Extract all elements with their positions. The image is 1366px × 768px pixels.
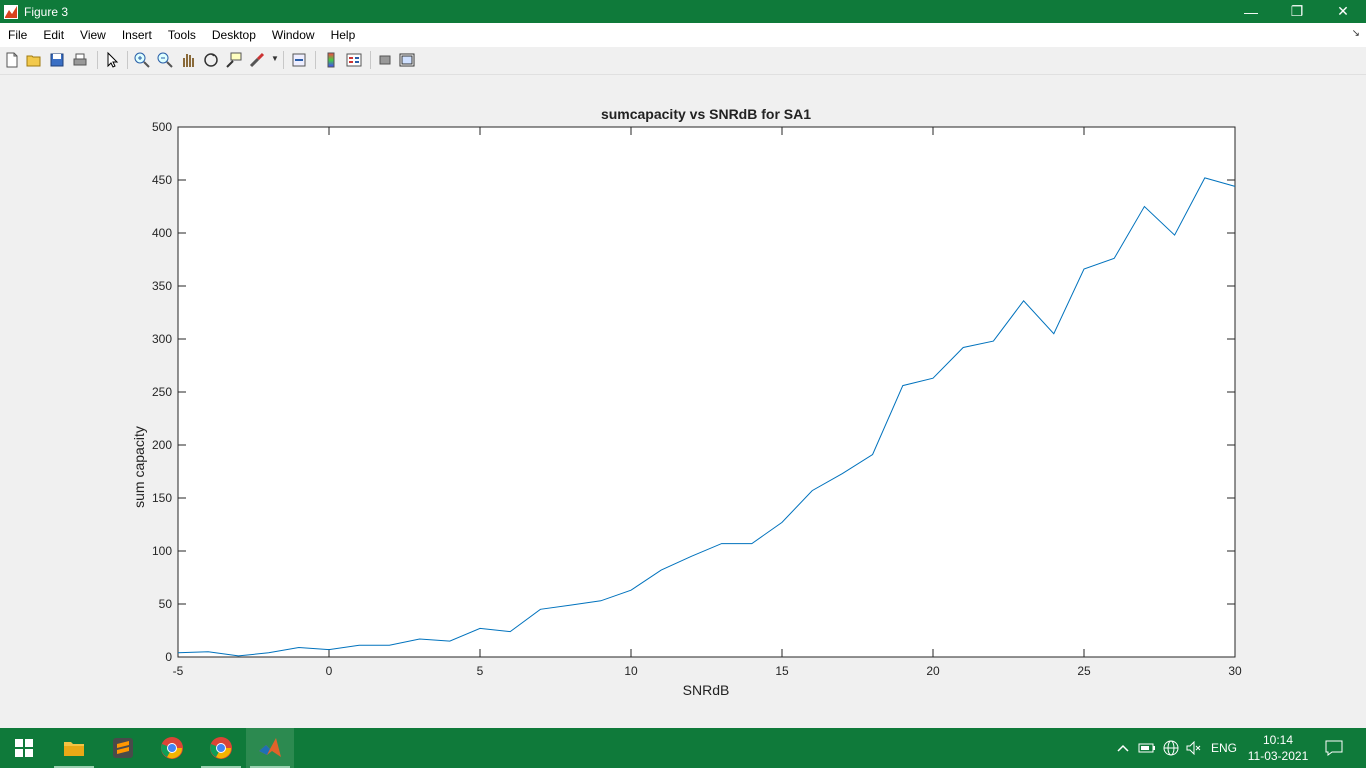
pan-icon[interactable] bbox=[179, 51, 197, 69]
matlab-icon[interactable] bbox=[246, 728, 294, 768]
brush-dropdown-icon[interactable]: ▼ bbox=[271, 54, 279, 63]
hide-plot-tools-icon[interactable] bbox=[376, 51, 394, 69]
x-tick-labels: -5 0 5 10 15 20 25 30 bbox=[173, 664, 1242, 678]
notifications-icon[interactable] bbox=[1322, 728, 1346, 768]
x-tick-label: 30 bbox=[1228, 664, 1242, 678]
y-tick-label: 500 bbox=[152, 120, 172, 134]
rotate-3d-icon[interactable] bbox=[202, 51, 220, 69]
line-chart[interactable]: sumcapacity vs SNRdB for SA1 -5 0 5 10 15 20 2… bbox=[0, 76, 1366, 728]
file-explorer-icon[interactable] bbox=[50, 728, 98, 768]
chrome-icon[interactable] bbox=[148, 728, 196, 768]
taskbar: ENG 10:14 11-03-2021 bbox=[0, 728, 1366, 768]
zoom-out-icon[interactable] bbox=[156, 51, 174, 69]
show-hidden-icons-icon[interactable] bbox=[1113, 728, 1133, 768]
y-tick-label: 0 bbox=[165, 650, 172, 664]
plot-area[interactable] bbox=[177, 126, 1236, 658]
minimize-button[interactable]: — bbox=[1244, 3, 1258, 20]
figure-canvas: sumcapacity vs SNRdB for SA1 -5 0 5 10 15 20 2… bbox=[0, 76, 1366, 728]
menu-bar: File Edit View Insert Tools Desktop Wind… bbox=[0, 23, 1366, 47]
clock-time: 10:14 bbox=[1262, 733, 1294, 747]
y-tick-label: 50 bbox=[159, 597, 173, 611]
axis-ticks bbox=[177, 126, 1236, 658]
data-cursor-icon[interactable] bbox=[225, 51, 243, 69]
volume-muted-icon[interactable] bbox=[1184, 728, 1204, 768]
x-tick-label: -5 bbox=[173, 664, 184, 678]
language-indicator[interactable]: ENG bbox=[1210, 741, 1237, 755]
y-tick-label: 400 bbox=[152, 226, 172, 240]
colorbar-icon[interactable] bbox=[322, 51, 340, 69]
y-tick-label: 450 bbox=[152, 173, 172, 187]
matlab-figure-icon bbox=[4, 4, 18, 19]
x-tick-label: 25 bbox=[1077, 664, 1091, 678]
figure-toolbar: ▼ bbox=[0, 47, 1366, 75]
menu-tools[interactable]: Tools bbox=[167, 28, 196, 42]
window-controls: — ❐ ✕ bbox=[1228, 0, 1366, 23]
chrome-icon-2[interactable] bbox=[197, 728, 245, 768]
network-globe-icon[interactable] bbox=[1161, 728, 1181, 768]
y-tick-label: 350 bbox=[152, 279, 172, 293]
toolbar-separator bbox=[283, 51, 284, 69]
y-tick-label: 150 bbox=[152, 491, 172, 505]
zoom-in-icon[interactable] bbox=[133, 51, 151, 69]
dock-arrow-icon[interactable]: ↘ bbox=[1351, 28, 1360, 39]
close-button[interactable]: ✕ bbox=[1337, 3, 1349, 19]
x-tick-label: 20 bbox=[926, 664, 940, 678]
open-file-icon[interactable] bbox=[25, 51, 43, 69]
toolbar-separator bbox=[127, 51, 128, 69]
menu-window[interactable]: Window bbox=[271, 28, 315, 42]
clock-date: 11-03-2021 bbox=[1247, 749, 1309, 763]
menu-file[interactable]: File bbox=[8, 28, 28, 42]
link-plot-icon[interactable] bbox=[290, 51, 308, 69]
save-icon[interactable] bbox=[48, 51, 66, 69]
new-figure-icon[interactable] bbox=[3, 51, 21, 69]
x-tick-label: 0 bbox=[326, 664, 333, 678]
toolbar-separator bbox=[97, 51, 98, 69]
active-indicator bbox=[201, 766, 241, 768]
menu-view[interactable]: View bbox=[80, 28, 106, 42]
clock[interactable]: 10:14 11-03-2021 bbox=[1240, 732, 1316, 764]
show-plot-tools-icon[interactable] bbox=[398, 51, 416, 69]
x-tick-label: 10 bbox=[624, 664, 638, 678]
brush-icon[interactable] bbox=[248, 51, 266, 69]
windows-start-icon[interactable] bbox=[0, 728, 48, 768]
legend-icon[interactable] bbox=[345, 51, 363, 69]
x-axis-label: SNRdB bbox=[683, 682, 730, 698]
menu-edit[interactable]: Edit bbox=[43, 28, 65, 42]
x-tick-label: 15 bbox=[775, 664, 789, 678]
series-line[interactable] bbox=[177, 177, 1236, 657]
title-bar: Figure 3 — ❐ ✕ bbox=[0, 0, 1366, 23]
menu-desktop[interactable]: Desktop bbox=[211, 28, 256, 42]
y-tick-labels: 0 50 100 150 200 250 300 350 400 450 500 bbox=[152, 120, 172, 664]
y-axis-label: sum capacity bbox=[131, 426, 147, 508]
pointer-icon[interactable] bbox=[103, 51, 121, 69]
active-indicator bbox=[250, 766, 290, 768]
restore-button[interactable]: ❐ bbox=[1290, 3, 1304, 19]
y-tick-label: 200 bbox=[152, 438, 172, 452]
chart-title: sumcapacity vs SNRdB for SA1 bbox=[601, 106, 811, 122]
x-tick-label: 5 bbox=[477, 664, 484, 678]
y-tick-label: 300 bbox=[152, 332, 172, 346]
active-indicator bbox=[54, 766, 94, 768]
menu-help[interactable]: Help bbox=[330, 28, 356, 42]
menu-insert[interactable]: Insert bbox=[121, 28, 152, 42]
battery-icon[interactable] bbox=[1137, 728, 1157, 768]
sublime-text-icon[interactable] bbox=[99, 728, 147, 768]
y-tick-label: 100 bbox=[152, 544, 172, 558]
toolbar-separator bbox=[370, 51, 371, 69]
toolbar-separator bbox=[315, 51, 316, 69]
window-title: Figure 3 bbox=[24, 4, 69, 19]
y-tick-label: 250 bbox=[152, 385, 172, 399]
print-icon[interactable] bbox=[71, 51, 89, 69]
